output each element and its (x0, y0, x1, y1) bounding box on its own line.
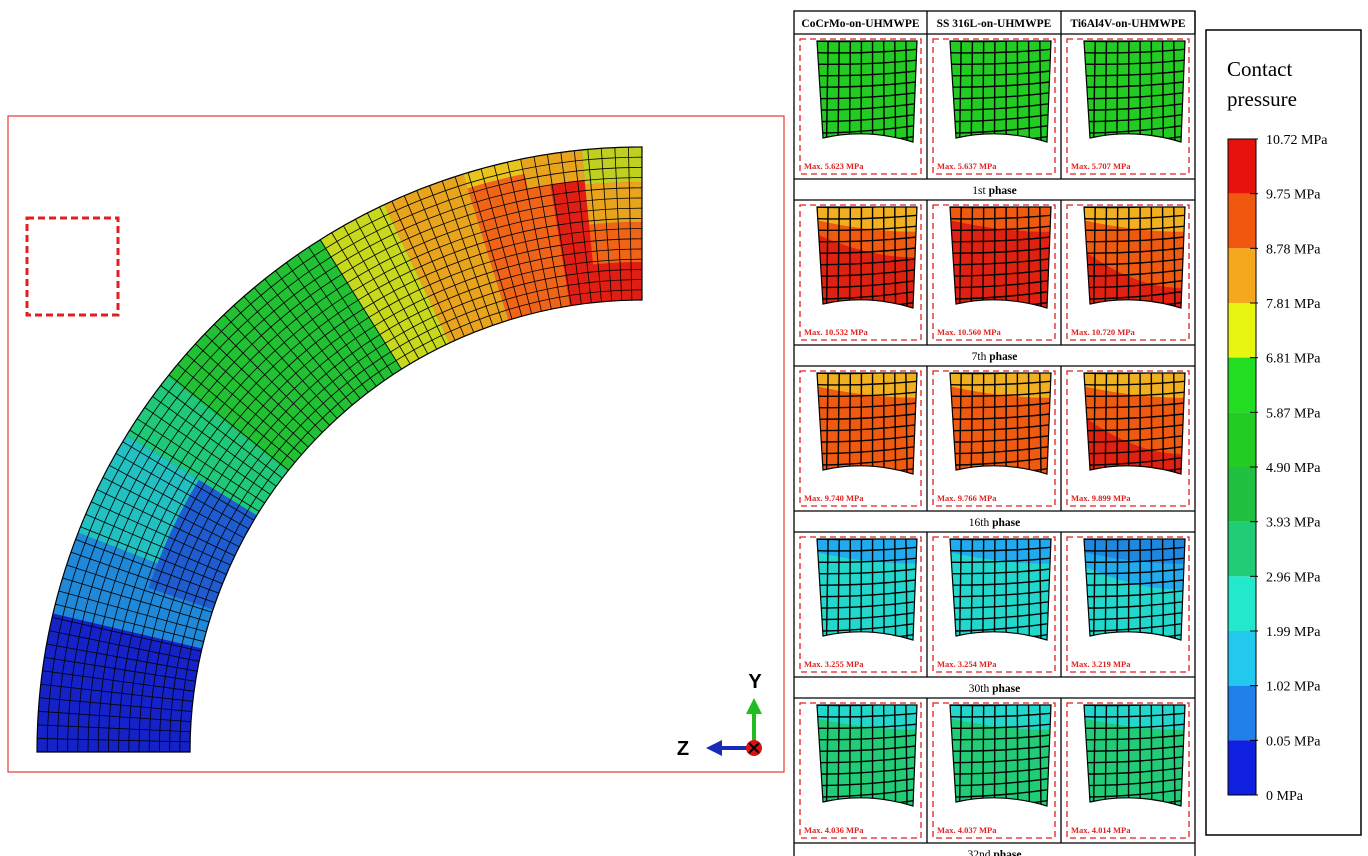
colorbar-segment (1228, 139, 1256, 194)
zoom-cell: Max. 9.899 MPa (1066, 370, 1190, 507)
max-pressure-label: Max. 3.219 MPa (1071, 659, 1131, 669)
max-pressure-label: Max. 3.254 MPa (937, 659, 997, 669)
colorbar-tick-label: 7.81 MPa (1266, 297, 1321, 312)
colorbar-tick-label: 10.72 MPa (1266, 133, 1328, 148)
max-pressure-label: Max. 3.255 MPa (804, 659, 864, 669)
legend-title-line2: pressure (1227, 87, 1297, 111)
colorbar-segment (1228, 248, 1256, 303)
colorbar-tick-label: 2.96 MPa (1266, 570, 1321, 585)
colorbar-segment (1228, 193, 1256, 249)
phase-label: 16th phase (969, 517, 1020, 529)
colorbar-tick-label: 0 MPa (1266, 789, 1304, 804)
colorbar-segment (1228, 740, 1256, 795)
phase-label: 7th phase (972, 351, 1018, 363)
max-pressure-label: Max. 9.740 MPa (804, 493, 864, 503)
coordinate-triad: Y Z (677, 671, 762, 760)
comparison-table: CoCrMo-on-UHMWPE SS 316L-on-UHMWPE Ti6Al4V… (793, 10, 1196, 856)
zoom-cell: Max. 10.720 MPa (1066, 204, 1190, 341)
max-pressure-label: Max. 5.637 MPa (937, 161, 997, 171)
phase-label: 30th phase (969, 683, 1020, 695)
colorbar-tick-label: 9.75 MPa (1266, 188, 1321, 203)
colorbar-tick-label: 0.05 MPa (1266, 734, 1321, 749)
zoom-cell: Max. 5.623 MPa (799, 38, 922, 175)
max-pressure-label: Max. 4.014 MPa (1071, 825, 1131, 835)
max-pressure-label: Max. 10.560 MPa (937, 327, 1001, 337)
colorbar-tick-label: 8.78 MPa (1266, 242, 1321, 257)
zoom-cell: Max. 5.707 MPa (1066, 38, 1190, 175)
max-pressure-label: Max. 5.623 MPa (804, 161, 864, 171)
zoom-cell: Max. 10.532 MPa (799, 204, 922, 341)
phase-label: 1st phase (972, 185, 1016, 197)
max-pressure-label: Max. 4.037 MPa (937, 825, 997, 835)
zoom-cell: Max. 9.740 MPa (799, 370, 922, 507)
zoom-cell: Max. 3.255 MPa (799, 536, 922, 673)
model-frame (7, 115, 785, 773)
z-axis-label: Z (677, 738, 689, 760)
colorbar-tick-label: 1.99 MPa (1266, 625, 1321, 640)
material-header: SS 316L-on-UHMWPE (937, 18, 1052, 30)
zoom-cell: Max. 4.036 MPa (799, 702, 922, 839)
legend: Contact pressure 10.72 MPa 9.75 MPa 8.78 M… (1205, 29, 1362, 836)
colorbar-tick-label: 4.90 MPa (1266, 461, 1321, 476)
zoom-cell: Max. 10.560 MPa (932, 204, 1056, 341)
material-header: CoCrMo-on-UHMWPE (801, 18, 920, 30)
zoom-cell: Max. 4.037 MPa (932, 702, 1056, 839)
colorbar-segment (1228, 631, 1256, 686)
zoom-cell: Max. 3.254 MPa (932, 536, 1056, 673)
max-pressure-label: Max. 10.532 MPa (804, 327, 868, 337)
quarter-ring-mesh (36, 146, 643, 753)
colorbar: 10.72 MPa 9.75 MPa 8.78 MPa 7.81 MPa 6.81 MP… (1227, 133, 1328, 804)
max-pressure-label: Max. 5.707 MPa (1071, 161, 1131, 171)
colorbar-segment (1228, 576, 1256, 631)
max-pressure-label: Max. 9.766 MPa (937, 493, 997, 503)
max-pressure-label: Max. 10.720 MPa (1071, 327, 1135, 337)
colorbar-segment (1228, 521, 1256, 577)
colorbar-segment (1228, 412, 1256, 467)
y-axis-label: Y (748, 671, 762, 693)
zoom-cell: Max. 9.766 MPa (932, 370, 1056, 507)
colorbar-segment (1228, 467, 1256, 522)
colorbar-segment (1228, 357, 1256, 413)
colorbar-tick-label: 1.02 MPa (1266, 680, 1321, 695)
max-pressure-label: Max. 4.036 MPa (804, 825, 864, 835)
zoom-cell: Max. 4.014 MPa (1066, 702, 1190, 839)
colorbar-tick-label: 5.87 MPa (1266, 406, 1321, 421)
zoom-cell: Max. 3.219 MPa (1066, 536, 1190, 673)
zoom-cell: Max. 5.637 MPa (932, 38, 1056, 175)
phase-label: 32nd phase (968, 849, 1022, 856)
material-header: Ti6Al4V-on-UHMWPE (1070, 18, 1186, 30)
colorbar-segment (1228, 685, 1256, 741)
colorbar-segment (1228, 303, 1256, 358)
max-pressure-label: Max. 9.899 MPa (1071, 493, 1131, 503)
colorbar-tick-label: 6.81 MPa (1266, 352, 1321, 367)
legend-frame (1205, 29, 1362, 836)
legend-title-line1: Contact (1227, 57, 1292, 81)
zoom-region-box (25, 216, 120, 317)
colorbar-tick-label: 3.93 MPa (1266, 516, 1321, 531)
